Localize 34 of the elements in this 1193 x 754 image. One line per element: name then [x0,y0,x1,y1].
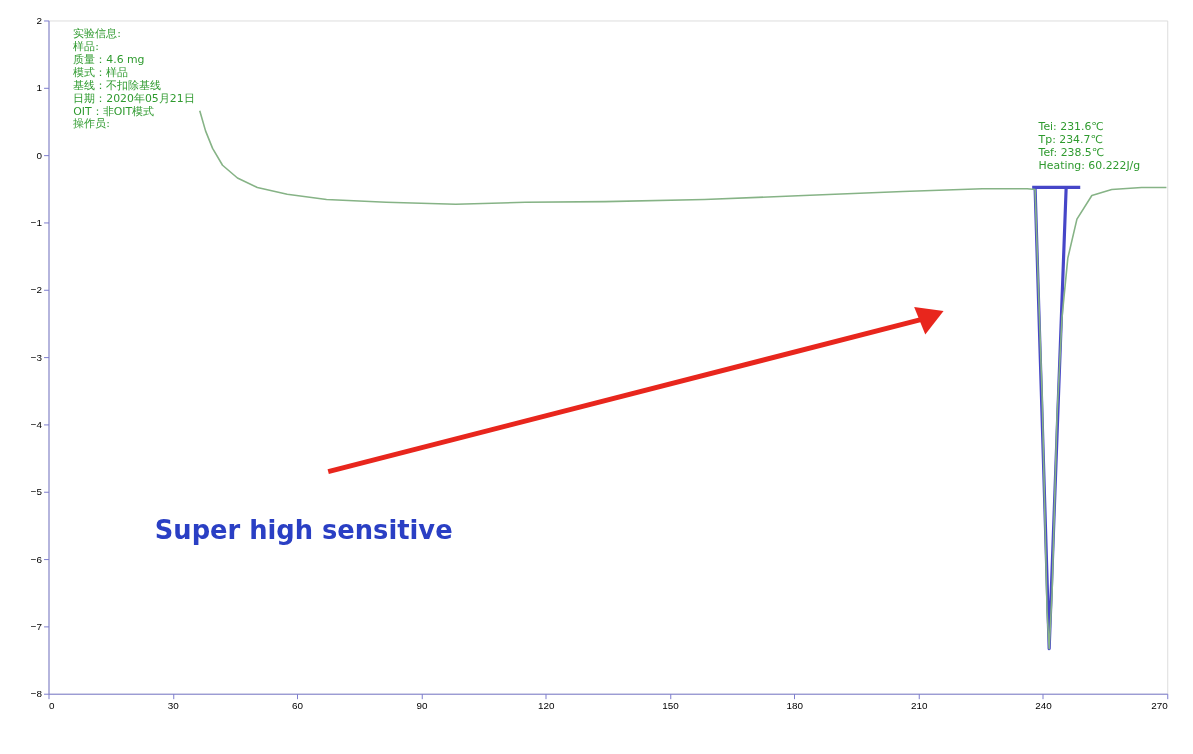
y-tick-label: −6 [30,553,43,565]
annotation: 基线：不扣除基线 [73,78,162,92]
x-tick-label: 240 [1035,700,1053,712]
annotation: Tei: 231.6℃ [1037,120,1104,134]
x-tick-label: 150 [662,700,680,712]
annotation: Super high sensitive [154,515,453,546]
y-tick-label: −5 [30,486,43,498]
y-tick-label: −7 [30,620,43,632]
x-tick-label: 210 [910,700,928,712]
x-tick-label: 60 [292,700,304,712]
annotation: Tef: 238.5℃ [1037,146,1104,160]
y-tick-label: 1 [36,82,43,94]
x-tick-label: 0 [49,700,56,712]
x-tick-label: 180 [786,700,804,712]
annotation: 模式：样品 [73,65,129,79]
annotation: Heating: 60.222J/g [1038,158,1141,172]
annotation: 质量：4.6 mg [73,53,145,67]
annotation: OIT：非OIT模式 [73,104,155,118]
x-tick-label: 120 [537,700,555,712]
y-tick-label: −1 [30,216,43,228]
annotation: Tp: 234.7℃ [1037,133,1103,147]
annotation: 实验信息: [73,27,121,41]
y-tick-label: −3 [30,351,43,363]
annotation: 操作员: [73,117,110,131]
annotation: 日期：2020年05月21日 [73,91,195,105]
y-tick-label: −8 [30,688,43,700]
y-tick-label: −4 [30,418,43,430]
x-tick-label: 30 [167,700,180,712]
y-tick-label: 2 [36,14,43,26]
x-tick-label: 90 [416,700,428,712]
x-tick-label: 270 [1151,700,1169,712]
y-tick-label: 0 [36,149,43,161]
y-tick-label: −2 [30,284,43,296]
annotation: 样品: [73,40,99,54]
